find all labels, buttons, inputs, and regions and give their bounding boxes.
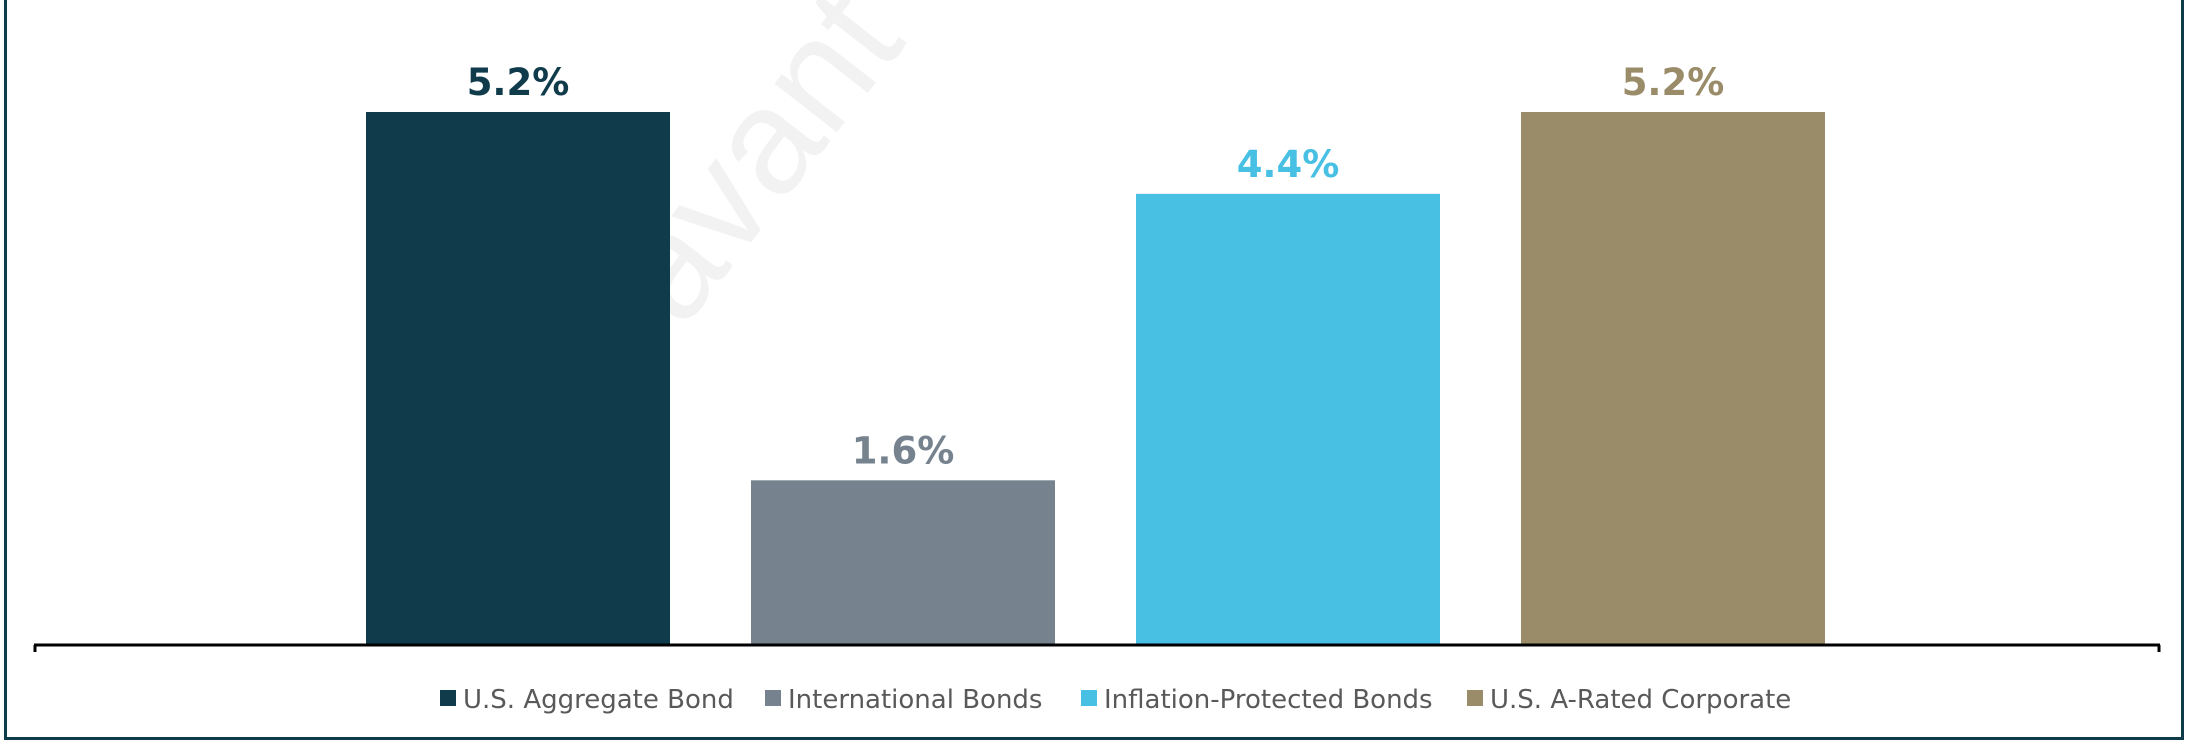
bars-group [366,112,1825,644]
legend-label-3: Inflation-Protected Bonds [1104,685,1433,715]
bar-1 [366,112,670,644]
data-label-2: 1.6% [852,429,955,472]
legend-label-2: International Bonds [788,685,1042,715]
chart-frame [4,0,2184,740]
legend-swatch-3 [1081,690,1097,706]
legend-label-4: U.S. A-Rated Corporate [1490,685,1791,715]
legend-swatch-1 [440,690,456,706]
legend-swatch-4 [1467,690,1483,706]
legend-swatch-2 [765,690,781,706]
bar-3 [1136,193,1440,644]
data-label-3: 4.4% [1237,143,1340,186]
bar-2 [751,480,1055,644]
legend: U.S. Aggregate Bond International Bonds In… [440,685,1791,715]
data-label-1: 5.2% [467,61,570,104]
data-labels-group: 5.2% 1.6% 4.4% 5.2% [467,61,1725,472]
legend-label-1: U.S. Aggregate Bond [463,685,734,715]
x-axis [33,643,2161,652]
data-label-4: 5.2% [1622,61,1725,104]
bar-4 [1521,112,1825,644]
